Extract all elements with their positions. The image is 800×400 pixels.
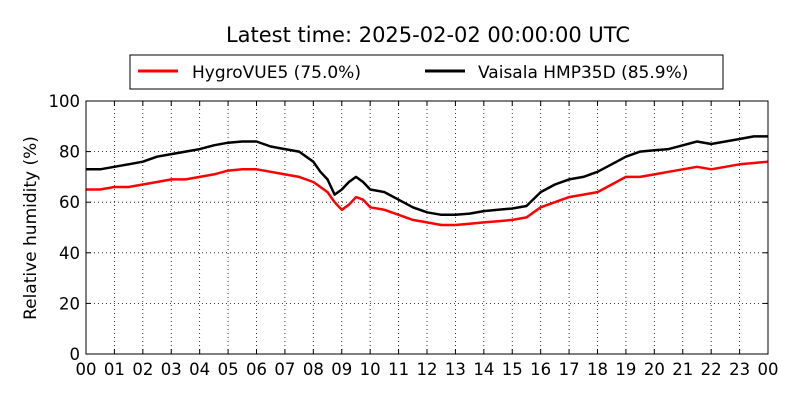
y-tick-label: 60 <box>59 193 80 212</box>
x-tick-label: 00 <box>758 360 779 379</box>
x-tick-label: 05 <box>218 360 239 379</box>
y-tick-label: 80 <box>59 143 80 162</box>
x-tick-label: 07 <box>274 360 295 379</box>
x-tick-label: 04 <box>189 360 210 379</box>
x-tick-label: 13 <box>445 360 466 379</box>
y-tick-label: 40 <box>59 244 80 263</box>
x-tick-label: 06 <box>246 360 267 379</box>
x-tick-label: 10 <box>360 360 381 379</box>
x-tick-label: 20 <box>644 360 665 379</box>
series-line-vaisala <box>86 135 768 217</box>
x-tick-label: 08 <box>303 360 324 379</box>
x-tick-label: 22 <box>701 360 722 379</box>
x-tick-label: 23 <box>729 360 750 379</box>
x-tick-label: 15 <box>502 360 523 379</box>
plot-area-frame <box>85 100 769 355</box>
x-tick-label: 11 <box>388 360 409 379</box>
x-tick-label: 14 <box>473 360 494 379</box>
y-tick-label: 100 <box>49 92 81 111</box>
legend-label-vaisala: Vaisala HMP35D (85.9%) <box>478 63 688 83</box>
legend: HygroVUE5 (75.0%) Vaisala HMP35D (85.9%) <box>129 54 724 90</box>
grid-lines <box>86 101 768 354</box>
x-tick-label: 01 <box>104 360 125 379</box>
y-tick-label: 0 <box>70 345 81 364</box>
x-tick-label: 00 <box>76 360 97 379</box>
x-tick-label: 21 <box>672 360 693 379</box>
x-tick-label: 17 <box>559 360 580 379</box>
series-line-hygrovue5 <box>86 160 769 227</box>
x-tick-label: 19 <box>615 360 636 379</box>
chart-title: Latest time: 2025-02-02 00:00:00 UTC <box>226 23 630 47</box>
x-tick-label: 03 <box>161 360 182 379</box>
x-tick-label: 18 <box>587 360 608 379</box>
series-lines <box>86 135 769 227</box>
legend-label-hygrovue5: HygroVUE5 (75.0%) <box>192 63 361 83</box>
y-axis-label: Relative humidity (%) <box>21 136 41 320</box>
x-tick-label: 09 <box>331 360 352 379</box>
y-tick-label: 20 <box>59 294 80 313</box>
x-tick-label: 12 <box>417 360 438 379</box>
x-tick-label: 02 <box>132 360 153 379</box>
x-tick-label: 16 <box>530 360 551 379</box>
axis-ticks: 00 01 02 03 04 05 06 07 08 09 10 11 12 13 14 15 16 17 18 19… <box>49 92 779 379</box>
